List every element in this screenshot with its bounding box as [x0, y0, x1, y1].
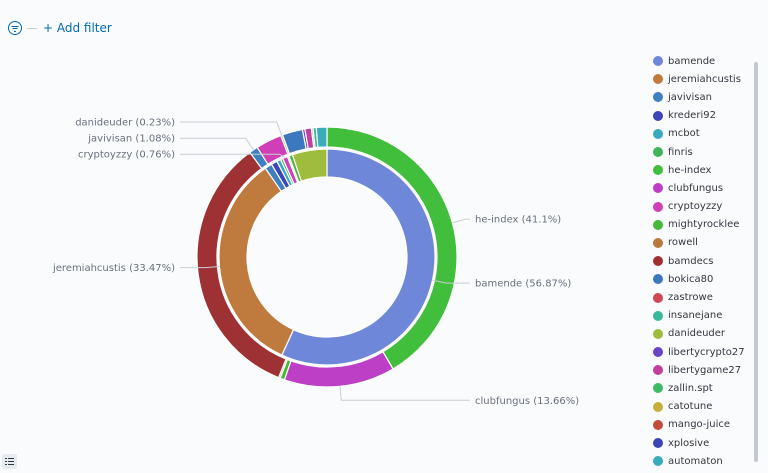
legend-label: clubfungus — [668, 182, 724, 194]
legend-color-dot — [653, 183, 663, 194]
legend-label: bamdecs — [668, 255, 714, 267]
legend-label: mightyrocklee — [668, 219, 740, 231]
add-filter-button[interactable]: + Add filter — [43, 21, 112, 35]
legend-item-libertygame27[interactable]: libertygame27 — [653, 361, 745, 379]
legend-item-jeremiahcustis[interactable]: jeremiahcustis — [653, 70, 745, 88]
legend-label: danideuder — [668, 328, 726, 340]
legend-item-javivisan[interactable]: javivisan — [653, 88, 745, 106]
filter-bar: + Add filter — [8, 18, 112, 38]
legend-item-xplosive[interactable]: xplosive — [653, 434, 745, 452]
legend-item-catotune[interactable]: catotune — [653, 398, 745, 416]
legend-color-dot — [653, 274, 663, 285]
legend-label: finris — [668, 146, 693, 158]
legend-color-dot — [653, 56, 663, 67]
legend-color-dot — [653, 401, 663, 412]
legend-color-dot — [653, 92, 663, 103]
legend-item-finris[interactable]: finris — [653, 143, 745, 161]
label-leader-line — [452, 218, 470, 224]
list-toggle-icon[interactable] — [2, 454, 17, 469]
legend-color-dot — [653, 147, 663, 158]
legend-color-dot — [653, 328, 663, 339]
legend-label: jeremiahcustis — [668, 73, 741, 85]
filter-icon[interactable] — [8, 21, 22, 35]
slice-label: javivisan (1.08%) — [87, 134, 175, 145]
legend-item-mightyrocklee[interactable]: mightyrocklee — [653, 216, 745, 234]
legend-color-dot — [653, 419, 663, 430]
inner-slice-bamende[interactable] — [281, 148, 436, 366]
legend-color-dot — [653, 128, 663, 139]
label-leader-line — [180, 137, 254, 151]
legend-label: javivisan — [668, 91, 712, 103]
legend-item-bamdecs[interactable]: bamdecs — [653, 252, 745, 270]
legend-label: xplosive — [668, 437, 710, 449]
legend-item-krederi92[interactable]: krederi92 — [653, 107, 745, 125]
legend-color-dot — [653, 365, 663, 376]
legend-color-dot — [653, 347, 663, 358]
slice-label: danideuder (0.23%) — [75, 118, 175, 129]
legend-label: bamende — [668, 55, 716, 67]
legend-item-libertycrypto27[interactable]: libertycrypto27 — [653, 343, 745, 361]
label-leader-line — [432, 279, 470, 284]
legend-item-he-index[interactable]: he-index — [653, 161, 745, 179]
slice-label: bamende (56.87%) — [475, 279, 571, 290]
label-leader-line — [180, 153, 286, 158]
legend-color-dot — [653, 165, 663, 176]
outer-slice-automaton[interactable] — [315, 126, 328, 149]
legend-label: zallin.spt — [668, 382, 713, 394]
legend: bamende jeremiahcustis javivisan krederi92 m… — [653, 52, 745, 470]
legend-label: krederi92 — [668, 110, 716, 122]
legend-color-dot — [653, 201, 663, 212]
legend-label: cryptoyzzy — [668, 201, 723, 213]
legend-item-mcbot[interactable]: mcbot — [653, 125, 745, 143]
legend-color-dot — [653, 110, 663, 121]
inner-slice-other[interactable] — [291, 148, 328, 182]
legend-item-bokica80[interactable]: bokica80 — [653, 270, 745, 288]
legend-color-dot — [653, 456, 663, 467]
legend-color-dot — [653, 292, 663, 303]
legend-label: libertycrypto27 — [668, 346, 745, 358]
legend-item-insanejane[interactable]: insanejane — [653, 307, 745, 325]
label-leader-line — [339, 386, 470, 401]
legend-color-dot — [653, 310, 663, 321]
legend-label: mango-juice — [668, 419, 731, 431]
legend-label: he-index — [668, 164, 712, 176]
legend-item-mango-juice[interactable]: mango-juice — [653, 416, 745, 434]
legend-label: catotune — [668, 401, 713, 413]
legend-scrollbar[interactable] — [754, 62, 758, 462]
legend-item-automaton[interactable]: automaton — [653, 452, 745, 470]
legend-item-rowell[interactable]: rowell — [653, 234, 745, 252]
legend-label: insanejane — [668, 310, 723, 322]
legend-item-danideuder[interactable]: danideuder — [653, 325, 745, 343]
legend-color-dot — [653, 256, 663, 267]
legend-label: mcbot — [668, 128, 700, 140]
legend-color-dot — [653, 383, 663, 394]
legend-item-bamende[interactable]: bamende — [653, 52, 745, 70]
legend-item-zallin-spt[interactable]: zallin.spt — [653, 379, 745, 397]
legend-color-dot — [653, 219, 663, 230]
label-leader-line — [180, 121, 283, 136]
legend-item-cryptoyzzy[interactable]: cryptoyzzy — [653, 198, 745, 216]
legend-label: bokica80 — [668, 273, 714, 285]
legend-label: rowell — [668, 237, 698, 249]
legend-color-dot — [653, 438, 663, 449]
filter-separator — [27, 27, 37, 29]
legend-item-zastrowe[interactable]: zastrowe — [653, 288, 745, 306]
slice-label: cryptoyzzy (0.76%) — [78, 150, 175, 161]
slice-label: clubfungus (13.66%) — [475, 396, 579, 407]
label-leader-line — [180, 265, 220, 269]
legend-color-dot — [653, 74, 663, 85]
legend-label: libertygame27 — [668, 364, 742, 376]
legend-color-dot — [653, 237, 663, 248]
legend-label: automaton — [668, 455, 723, 467]
slice-label: he-index (41.1%) — [475, 215, 561, 226]
legend-label: zastrowe — [668, 292, 713, 304]
slice-label: jeremiahcustis (33.47%) — [52, 263, 175, 274]
legend-item-clubfungus[interactable]: clubfungus — [653, 179, 745, 197]
